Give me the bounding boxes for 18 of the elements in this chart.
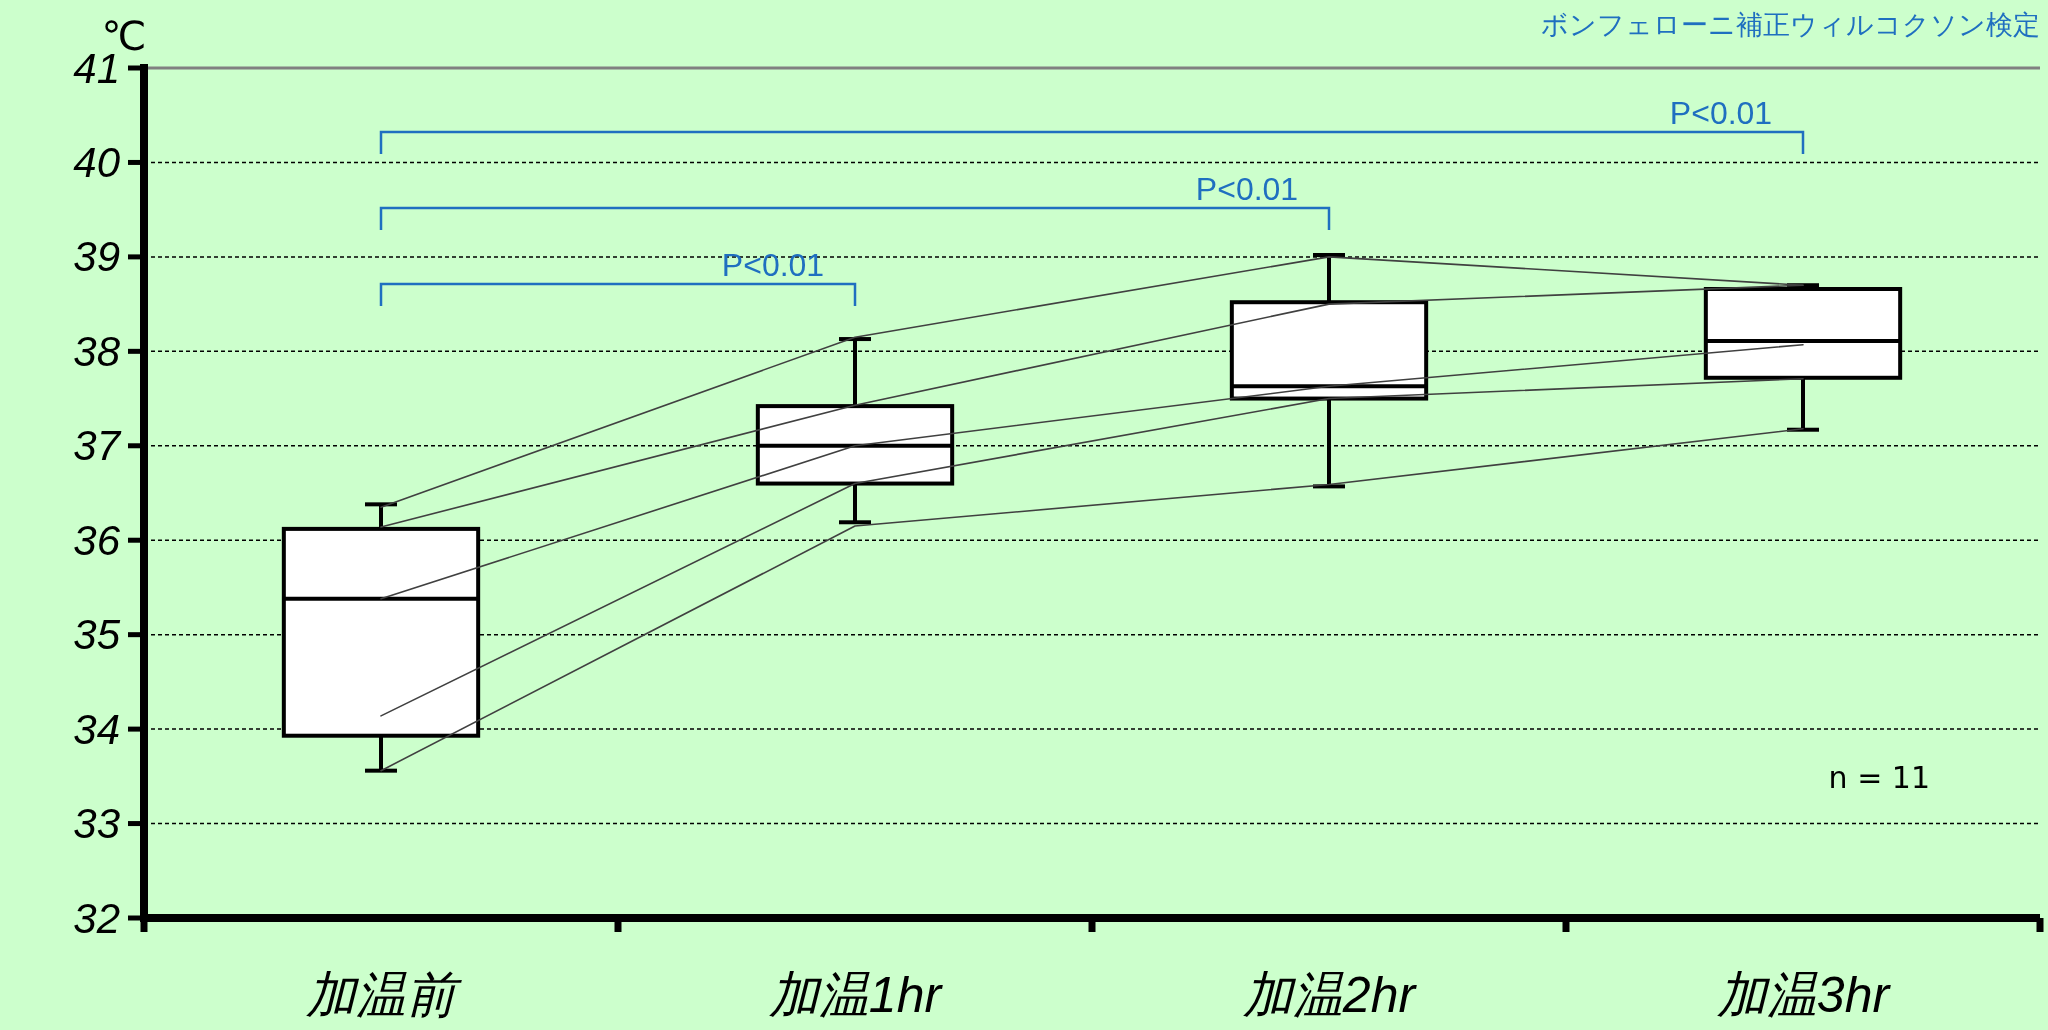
y-tick-label: 39 (73, 233, 120, 281)
y-tick-label: 35 (73, 611, 121, 659)
y-tick-label: 40 (73, 138, 121, 186)
x-tick-label: 加温前 (306, 967, 462, 1023)
x-tick-label: 加温3hr (1716, 967, 1892, 1023)
y-tick-label: 34 (73, 705, 120, 753)
chart-title: ボンフェローニ補正ウィルコクソン検定 (1541, 10, 2040, 40)
x-tick-label: 加温1hr (768, 967, 944, 1023)
y-tick-label: 37 (73, 422, 122, 470)
annotation: P<0.01 (1195, 171, 1299, 207)
y-tick-label: 36 (73, 516, 121, 564)
y-tick-label: 32 (73, 894, 120, 942)
x-tick-label: 加温2hr (1242, 967, 1418, 1023)
y-tick-label: 33 (73, 800, 120, 848)
annotation: P<0.01 (1669, 95, 1773, 131)
annotation: n = 11 (1828, 760, 1930, 795)
y-tick-label: 38 (73, 327, 121, 375)
annotation: P<0.01 (721, 247, 825, 283)
